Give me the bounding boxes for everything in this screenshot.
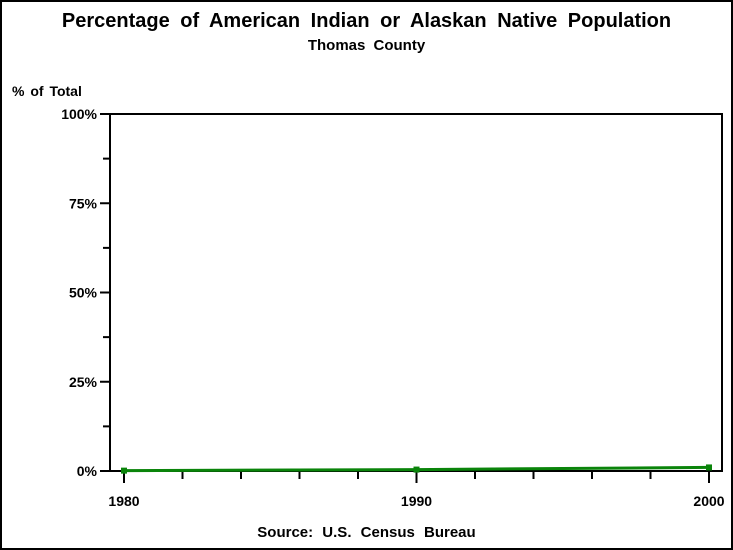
chart-title: Percentage of American Indian or Alaskan… [61, 10, 672, 32]
plot-border [109, 113, 723, 472]
y-axis-title: % of Total [12, 83, 82, 99]
y-axis-tick-label: 75% [69, 195, 98, 211]
x-axis-tick-label: 1990 [401, 493, 432, 509]
chart-subtitle: Thomas County [307, 37, 426, 54]
y-axis-tick-label: 100% [61, 106, 97, 122]
data-point-marker [706, 464, 712, 471]
x-axis-tick-label: 1980 [108, 493, 139, 509]
y-axis-tick-label: 25% [69, 374, 98, 390]
x-axis-tick-label: 2000 [693, 493, 724, 509]
data-point-marker [121, 467, 127, 474]
data-point-marker [413, 466, 420, 473]
y-axis-tick-label: 50% [69, 285, 98, 301]
y-axis-tick-label: 0% [77, 463, 98, 479]
source-note: Source: U.S. Census Bureau [257, 524, 476, 541]
